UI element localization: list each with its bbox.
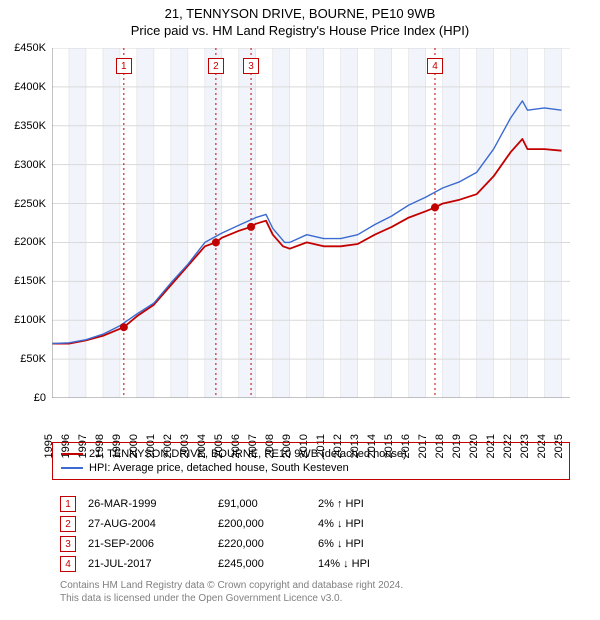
sale-index-marker: 3 (60, 536, 76, 552)
y-tick-label: £400K (14, 81, 46, 93)
y-axis-labels: £0£50K£100K£150K£200K£250K£300K£350K£400… (0, 48, 50, 398)
legend-swatch (61, 467, 83, 469)
sale-price: £245,000 (218, 558, 318, 570)
sale-delta: 4% ↓ HPI (318, 518, 458, 530)
y-tick-label: £100K (14, 314, 46, 326)
y-tick-label: £250K (14, 198, 46, 210)
y-tick-label: £450K (14, 42, 46, 54)
y-tick-label: £350K (14, 120, 46, 132)
arrow-down-icon: ↓ (343, 558, 349, 570)
sale-delta: 6% ↓ HPI (318, 538, 458, 550)
title-block: 21, TENNYSON DRIVE, BOURNE, PE10 9WB Pri… (0, 0, 600, 40)
legend-row: 21, TENNYSON DRIVE, BOURNE, PE10 9WB (de… (61, 447, 561, 461)
legend-box: 21, TENNYSON DRIVE, BOURNE, PE10 9WB (de… (52, 442, 570, 480)
arrow-down-icon: ↓ (337, 538, 343, 550)
sale-date: 27-AUG-2004 (88, 518, 218, 530)
sale-marker-4: 4 (427, 58, 443, 74)
sale-delta: 14% ↓ HPI (318, 558, 458, 570)
chart-container: { "title": { "line1": "21, TENNYSON DRIV… (0, 0, 600, 620)
chart-plot-area: 1 2 3 4 (52, 48, 570, 398)
sale-delta: 2% ↑ HPI (318, 498, 458, 510)
footer-line-2: This data is licensed under the Open Gov… (60, 593, 562, 606)
sale-price: £200,000 (218, 518, 318, 530)
sale-marker-1: 1 (116, 58, 132, 74)
title-line-2: Price paid vs. HM Land Registry's House … (0, 23, 600, 40)
chart-svg (52, 48, 570, 398)
sale-index-marker: 4 (60, 556, 76, 572)
footer-line-1: Contains HM Land Registry data © Crown c… (60, 580, 562, 593)
y-tick-label: £200K (14, 236, 46, 248)
sales-row: 1 26-MAR-1999£91,0002% ↑ HPI (60, 494, 562, 514)
arrow-up-icon: ↑ (337, 498, 343, 510)
legend-label: HPI: Average price, detached house, Sout… (89, 462, 349, 474)
legend-swatch (61, 453, 83, 455)
sale-marker-2: 2 (208, 58, 224, 74)
y-tick-label: £300K (14, 159, 46, 171)
y-tick-label: £150K (14, 275, 46, 287)
sales-row: 4 21-JUL-2017£245,00014% ↓ HPI (60, 554, 562, 574)
sales-table: 126-MAR-1999£91,0002% ↑ HPI227-AUG-2004£… (52, 490, 570, 580)
attribution-footer: Contains HM Land Registry data © Crown c… (52, 578, 570, 607)
arrow-down-icon: ↓ (337, 518, 343, 530)
y-tick-label: £50K (20, 353, 46, 365)
y-tick-label: £0 (34, 392, 46, 404)
sale-date: 26-MAR-1999 (88, 498, 218, 510)
x-axis-labels: 1995199619971998199920002001200220032004… (52, 400, 570, 440)
sale-index-marker: 1 (60, 496, 76, 512)
sale-price: £220,000 (218, 538, 318, 550)
sales-row: 3 21-SEP-2006£220,0006% ↓ HPI (60, 534, 562, 554)
legend-label: 21, TENNYSON DRIVE, BOURNE, PE10 9WB (de… (89, 448, 407, 460)
title-line-1: 21, TENNYSON DRIVE, BOURNE, PE10 9WB (0, 6, 600, 23)
sale-date: 21-JUL-2017 (88, 558, 218, 570)
sale-date: 21-SEP-2006 (88, 538, 218, 550)
sale-price: £91,000 (218, 498, 318, 510)
sale-index-marker: 2 (60, 516, 76, 532)
legend-row: HPI: Average price, detached house, Sout… (61, 461, 561, 475)
sale-marker-3: 3 (243, 58, 259, 74)
sales-row: 2 27-AUG-2004£200,0004% ↓ HPI (60, 514, 562, 534)
